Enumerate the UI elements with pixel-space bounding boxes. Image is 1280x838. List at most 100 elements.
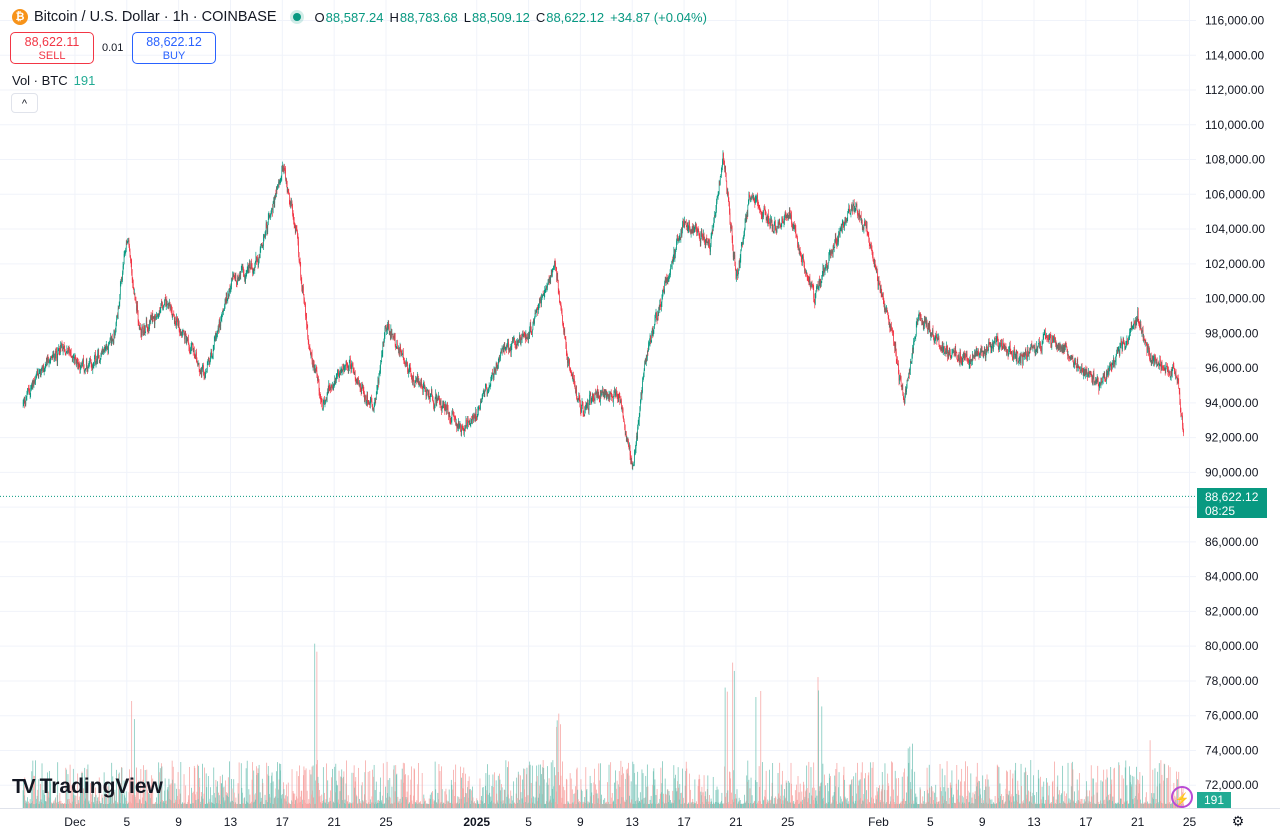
candle-body (961, 361, 963, 363)
candle-body (838, 232, 840, 235)
candle-body (284, 169, 286, 171)
candle-body (216, 336, 217, 338)
candle-body (572, 375, 574, 378)
candle-body (1109, 365, 1110, 369)
candle-body (251, 267, 253, 269)
candle-body (970, 361, 972, 364)
candle-body (138, 322, 139, 324)
candle-body (951, 353, 953, 356)
volume-bar (122, 793, 123, 808)
volume-bar (355, 777, 357, 808)
candle-body (939, 345, 940, 348)
volume-bar (219, 800, 221, 808)
candle-body (1019, 359, 1020, 361)
candle-body (521, 336, 523, 340)
candle-body (655, 312, 657, 317)
volume-bar (70, 803, 72, 808)
volume-bar (107, 786, 109, 808)
candle-body (852, 204, 854, 212)
volume-bar (355, 794, 357, 808)
candle-body (765, 213, 766, 215)
candle-body (546, 286, 547, 289)
volume-bar (270, 803, 271, 808)
candle-body (748, 194, 750, 203)
candle-body (586, 406, 587, 410)
volume-bar (223, 786, 225, 808)
volume-bar (217, 781, 218, 808)
candle-body (857, 214, 859, 216)
candle-body (262, 245, 263, 247)
candle-body (390, 332, 391, 337)
candle-body (1128, 337, 1130, 339)
volume-bar (160, 801, 162, 808)
candle-body (911, 361, 912, 363)
candle-body (352, 364, 353, 367)
candle-body (256, 258, 258, 262)
candle-body (185, 332, 186, 335)
candle-body (825, 264, 827, 267)
volume-bar (309, 769, 311, 808)
candle-body (899, 376, 901, 379)
candle-body (509, 348, 510, 349)
candle-body (491, 376, 492, 380)
candle-body (60, 345, 62, 348)
candle-body (1153, 359, 1154, 363)
candle-body (475, 411, 476, 419)
volume-bar (61, 803, 62, 808)
volume-bar (249, 794, 251, 808)
candle-body (381, 355, 382, 362)
candle-body (702, 234, 703, 239)
candle-body (30, 387, 32, 389)
candle-body (239, 273, 240, 278)
candle-body (1034, 347, 1036, 354)
candle-body (1101, 381, 1103, 384)
volume-bar (308, 803, 310, 808)
candle-body (533, 320, 534, 325)
volume-bar (191, 787, 192, 808)
candle-body (171, 309, 172, 312)
candle-body (213, 341, 215, 347)
candle-body (654, 317, 656, 326)
candle-body (1018, 360, 1020, 363)
volume-bar (161, 766, 163, 808)
candle-body (308, 341, 310, 346)
candle-body (428, 392, 429, 396)
candle-body (172, 313, 173, 317)
volume-bar (268, 775, 270, 808)
volume-bar (307, 803, 309, 808)
candle-body (711, 229, 713, 233)
candle-body (716, 198, 718, 202)
volume-bar (314, 803, 316, 808)
candle-body (920, 316, 922, 319)
candle-body (72, 356, 74, 360)
candle-body (1120, 345, 1121, 348)
candle-body (674, 251, 675, 258)
candle-body (116, 314, 118, 320)
candle-body (594, 393, 596, 401)
candle-body (1085, 369, 1086, 376)
candle-body (648, 345, 649, 352)
candle-body (663, 291, 665, 293)
candle-body (908, 373, 910, 375)
candle-body (214, 339, 216, 342)
candle-body (364, 392, 365, 400)
candle-body (148, 328, 149, 332)
candle-body (1041, 350, 1042, 352)
candle-body (955, 351, 957, 353)
candle-body (226, 297, 227, 300)
candle-body (1170, 376, 1171, 378)
candle-body (728, 192, 729, 201)
volume-bar (278, 789, 279, 808)
candle-body (977, 351, 978, 354)
candle-body (782, 221, 784, 223)
candle-body (708, 241, 709, 244)
candle-body (537, 307, 539, 314)
candle-body (933, 339, 935, 342)
candle-body (1100, 382, 1101, 385)
candle-body (609, 395, 610, 399)
candle-body (727, 192, 729, 194)
candle-body (963, 353, 965, 358)
volume-bar (298, 802, 300, 808)
volume-bar (150, 785, 152, 808)
